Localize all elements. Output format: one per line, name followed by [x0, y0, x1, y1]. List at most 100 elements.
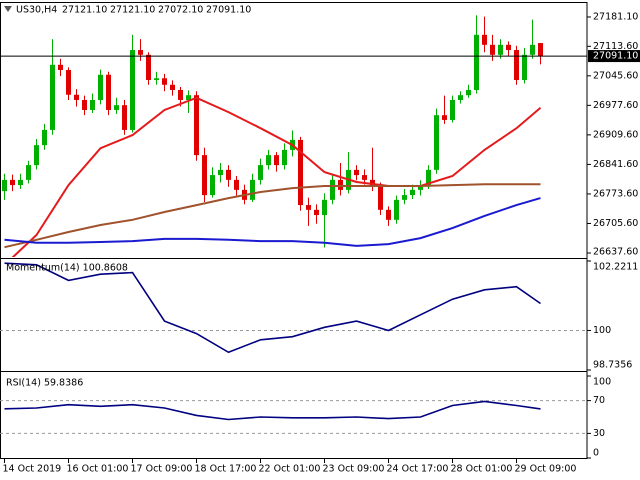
candle-body	[58, 64, 63, 71]
candle-body	[234, 179, 239, 190]
header-value: 27121.10	[110, 5, 155, 16]
candle-body	[146, 54, 151, 80]
candle-body	[450, 99, 455, 120]
candle-body	[386, 209, 391, 220]
candle-body	[138, 50, 143, 55]
y-tick-label: 26705.60	[593, 218, 638, 229]
candle-body	[266, 155, 271, 166]
candle-body	[530, 44, 535, 55]
x-tick-label: 23 Oct 09:00	[323, 464, 385, 475]
candle-body	[394, 199, 399, 220]
candle-body	[18, 179, 23, 186]
candle-body	[418, 185, 423, 190]
candle-body	[466, 89, 471, 96]
plot-frame	[0, 2, 588, 459]
header-value: 27072.10	[158, 5, 203, 16]
y-tick-label: 26637.60	[593, 247, 638, 258]
candle-body	[506, 44, 511, 51]
x-tick-label: 16 Oct 01:00	[67, 464, 129, 475]
x-tick-label: 28 Oct 01:00	[451, 464, 513, 475]
candle-body	[106, 74, 111, 110]
y-tick-label: 30	[593, 428, 605, 439]
candle-body	[522, 54, 527, 80]
candle-body	[210, 175, 215, 196]
candle-body	[354, 169, 359, 176]
y-tick-label: 98.7356	[593, 360, 632, 371]
x-tick-label: 24 Oct 17:00	[387, 464, 449, 475]
current-price-label: 27091.10	[593, 51, 638, 62]
moving-average	[4, 183, 541, 249]
candle-body	[490, 44, 495, 55]
candle-body	[402, 195, 407, 200]
y-tick-label: 70	[593, 395, 605, 406]
candle-body	[194, 95, 199, 156]
candle-body	[162, 78, 167, 85]
candle-body	[114, 105, 119, 110]
symbol-icon	[4, 6, 12, 12]
candle-body	[474, 34, 479, 90]
candle-body	[370, 179, 375, 186]
y-tick-label: 100	[593, 377, 611, 388]
candle-body	[98, 74, 103, 100]
x-tick-label: 14 Oct 2019	[3, 464, 62, 475]
candle-body	[186, 95, 191, 100]
candle-body	[66, 70, 71, 95]
y-tick-label: 26841.60	[593, 159, 638, 170]
candle-body	[226, 169, 231, 180]
candle-body	[482, 34, 487, 45]
candle-body	[298, 139, 303, 206]
candle-body	[130, 50, 135, 130]
candle-body	[458, 95, 463, 100]
x-tick-label: 29 Oct 09:00	[515, 464, 577, 475]
y-tick-label: 100	[593, 325, 611, 336]
y-tick-label: 26977.60	[593, 100, 638, 111]
y-tick-label: 102.2211	[593, 262, 638, 273]
header-value: 27121.10	[62, 5, 107, 16]
candle-body	[90, 99, 95, 110]
candle-body	[274, 155, 279, 166]
candle-body	[42, 129, 47, 146]
candle-body	[26, 165, 31, 180]
candle-body	[218, 169, 223, 176]
candle-body	[82, 99, 87, 110]
candle-body	[538, 43, 543, 57]
moving-average	[4, 197, 541, 247]
candle-body	[362, 175, 367, 180]
candle-body	[74, 94, 79, 100]
candle-body	[306, 205, 311, 210]
candle-body	[322, 199, 327, 216]
chart-title: US30,H4	[16, 5, 57, 16]
x-tick-label: 17 Oct 09:00	[131, 464, 193, 475]
x-tick-label: 22 Oct 01:00	[259, 464, 321, 475]
candle-body	[378, 185, 383, 210]
moving-average	[11, 96, 542, 257]
y-tick-label: 0	[593, 448, 599, 459]
candle-body	[258, 165, 263, 180]
candle-body	[170, 84, 175, 90]
candle-body	[154, 78, 159, 80]
indicator-label: RSI(14) 59.8386	[6, 378, 83, 389]
candle-body	[338, 179, 343, 190]
candle-body	[314, 209, 319, 216]
indicator-line	[4, 262, 541, 354]
candle-body	[330, 179, 335, 200]
candle-body	[498, 44, 503, 55]
candle-body	[2, 179, 7, 192]
candle-body	[282, 149, 287, 166]
candle-body	[250, 179, 255, 200]
indicator-label: Momentum(14) 100.8608	[6, 263, 128, 274]
header-value: 27091.10	[206, 5, 251, 16]
candle-body	[10, 179, 15, 186]
candle-body	[202, 155, 207, 196]
candle-body	[410, 189, 415, 196]
y-tick-label: 26773.60	[593, 188, 638, 199]
y-tick-label: 27113.60	[593, 41, 638, 52]
candle-body	[178, 89, 183, 100]
x-tick-label: 18 Oct 17:00	[195, 464, 257, 475]
candle-body	[34, 145, 39, 166]
y-tick-label: 27045.60	[593, 70, 638, 81]
candle-body	[434, 115, 439, 170]
candle-body	[426, 169, 431, 186]
